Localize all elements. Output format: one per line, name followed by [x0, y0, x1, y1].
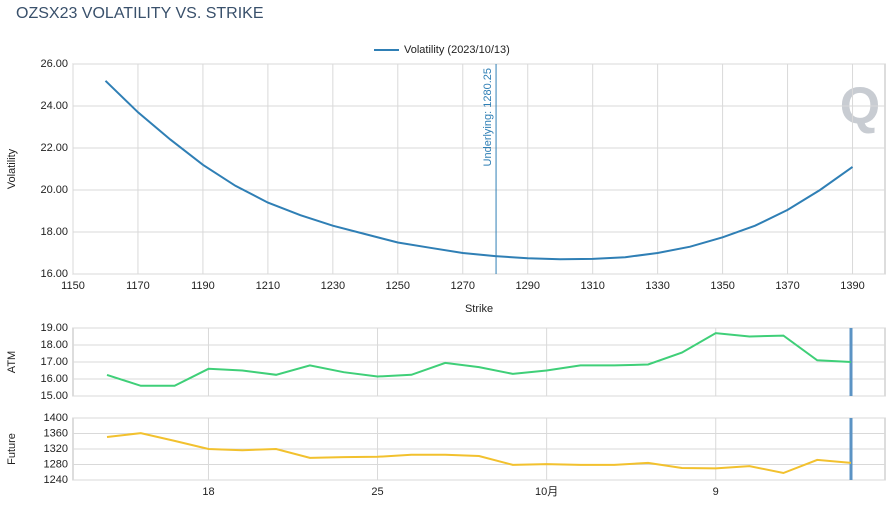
y-axis-label: Volatility — [6, 148, 18, 189]
x-tick-label: 25 — [371, 486, 383, 498]
data-line — [104, 80, 854, 261]
x-tick-label: 1310 — [580, 280, 604, 292]
x-tick-label: 1230 — [321, 280, 345, 292]
y-tick-label: 24.00 — [40, 100, 68, 112]
underlying-label: Underlying: 1280.25 — [482, 68, 494, 166]
y-tick-label: 16.00 — [40, 373, 68, 385]
x-tick-label: 1330 — [645, 280, 669, 292]
plot-frame — [72, 63, 886, 275]
data-line — [106, 332, 852, 387]
x-tick-label: 1270 — [451, 280, 475, 292]
x-tick-label: 18 — [202, 486, 214, 498]
x-tick-label: 9 — [713, 486, 719, 498]
x-tick-label: 1250 — [386, 280, 410, 292]
y-tick-label: 26.00 — [40, 58, 68, 70]
x-tick-label: 1350 — [710, 280, 734, 292]
legend-label: Volatility (2023/10/13) — [404, 44, 510, 56]
x-tick-label: 1390 — [840, 280, 864, 292]
y-tick-label: 1400 — [44, 412, 68, 424]
y-tick-label: 1320 — [44, 443, 68, 455]
y-tick-label: 20.00 — [40, 184, 68, 196]
y-tick-label: 15.00 — [40, 390, 68, 402]
x-tick-label: 1290 — [515, 280, 539, 292]
x-tick-label: 1370 — [775, 280, 799, 292]
y-axis-label: ATM — [6, 351, 18, 373]
x-tick-label: 1150 — [61, 280, 85, 292]
x-tick-label: 1210 — [256, 280, 280, 292]
x-tick-label: 10月 — [535, 486, 558, 498]
y-tick-label: 1280 — [44, 458, 68, 470]
title: OZSX23 VOLATILITY VS. STRIKE — [16, 5, 264, 22]
y-tick-label: 19.00 — [40, 322, 68, 334]
y-axis-label: Future — [6, 433, 18, 465]
x-axis-label: Strike — [465, 303, 493, 315]
y-tick-label: 22.00 — [40, 142, 68, 154]
y-tick-label: 17.00 — [40, 356, 68, 368]
y-tick-label: 1360 — [44, 427, 68, 439]
y-tick-label: 18.00 — [40, 339, 68, 351]
y-tick-label: 1240 — [44, 474, 68, 486]
y-tick-label: 18.00 — [40, 226, 68, 238]
data-line — [106, 432, 852, 475]
logo: Q — [840, 78, 880, 136]
x-tick-label: 1170 — [126, 280, 150, 292]
x-tick-label: 1190 — [191, 280, 215, 292]
y-tick-label: 16.00 — [40, 268, 68, 280]
